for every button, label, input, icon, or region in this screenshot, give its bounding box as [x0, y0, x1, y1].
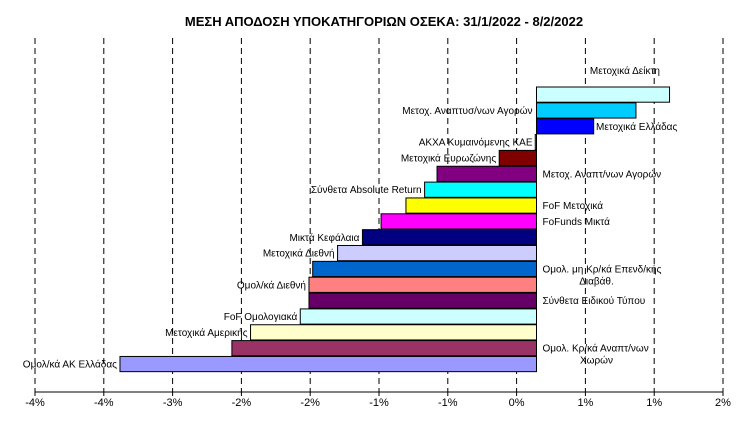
bar: [424, 181, 538, 198]
chart-title: ΜΕΣΗ ΑΠΟΔΟΣΗ ΥΠΟΚΑΤΗΓΟΡΙΩΝ ΟΣΕΚΑ: 31/1/2…: [185, 14, 583, 29]
category-label: Μικτά Κεφάλαια: [289, 232, 359, 244]
bar: [337, 245, 538, 262]
bar: [312, 260, 538, 278]
bar: [299, 308, 537, 325]
category-label: ΑΚΧΑ Κυμαινόμενης ΚΑΕ: [419, 137, 533, 149]
category-label: FoFunds Μικτά: [543, 216, 611, 228]
bar: [536, 102, 637, 119]
x-tick-label: -3%: [163, 397, 183, 409]
bar: [308, 276, 537, 293]
category-label-line: Χωρών: [580, 355, 613, 367]
bar: [436, 165, 537, 182]
x-tick-label: -1%: [369, 397, 389, 409]
x-axis: -4% -4% -3% -2% -2% -1% -1% 0% 1% 1% 2%: [25, 391, 731, 409]
bar: [380, 213, 538, 230]
bar: [536, 86, 671, 103]
x-tick-label: 2%: [715, 397, 731, 409]
category-labels: Μετοχικά Δείκτη Μετοχ. Αναπτυσ/νων Αγορών…: [23, 65, 678, 371]
bar: [361, 229, 537, 246]
bar: [536, 118, 595, 135]
category-label: Μετοχικά Δείκτη: [590, 65, 660, 77]
x-tick-label: -4%: [25, 397, 45, 409]
bar: [250, 324, 538, 341]
bar: [119, 355, 537, 373]
category-label-line: Ομολ. μη Κρ/κά Επενδ/κής: [543, 263, 662, 275]
category-label: Σύνθετα Ειδικού Τύπου: [543, 295, 646, 307]
bar: [405, 197, 538, 214]
bar: [308, 292, 537, 309]
category-label: Μετοχικά Ελλάδας: [596, 121, 677, 133]
category-label: Μετοχ. Αναπτ/νων Αγορών: [543, 168, 662, 180]
bar: [498, 149, 538, 167]
category-label: Μετοχικά Αμερικής: [165, 327, 248, 339]
x-tick-label: 0%: [509, 397, 525, 409]
category-label: Μετοχικά Διεθνή: [263, 248, 335, 260]
category-label: Ομολ/κά ΑΚ Ελλάδας: [23, 359, 117, 371]
bars: [119, 86, 671, 373]
x-tick-label: -2%: [300, 397, 320, 409]
category-label-line: Διαβάθ.: [579, 275, 614, 287]
category-label: Ομολ/κά Διεθνή: [237, 279, 306, 291]
x-tick-label: 1%: [577, 397, 593, 409]
category-label-line: Ομολ. Κρ/κά Αναπτ/νων: [543, 343, 649, 355]
category-label: Ομολ. Κρ/κά Αναπτ/νων Χωρών: [543, 343, 649, 367]
x-tick-label: -4%: [94, 397, 114, 409]
bar: [534, 134, 537, 151]
x-tick-label: -2%: [232, 397, 252, 409]
x-tick-label: -1%: [438, 397, 458, 409]
category-label: FoF Μετοχικά: [543, 200, 604, 212]
category-label: FoF Ομολογιακά: [224, 311, 298, 323]
bar: [231, 340, 537, 357]
category-label: Μετοχ. Αναπτυσ/νων Αγορών: [402, 105, 532, 117]
category-label: Ομολ. μη Κρ/κά Επενδ/κής Διαβάθ.: [543, 263, 662, 287]
category-label: Μετοχικά Ευρωζώνης: [401, 153, 497, 165]
x-tick-label: 1%: [646, 397, 662, 409]
category-label: Σύνθετα Absolute Return: [311, 184, 422, 196]
